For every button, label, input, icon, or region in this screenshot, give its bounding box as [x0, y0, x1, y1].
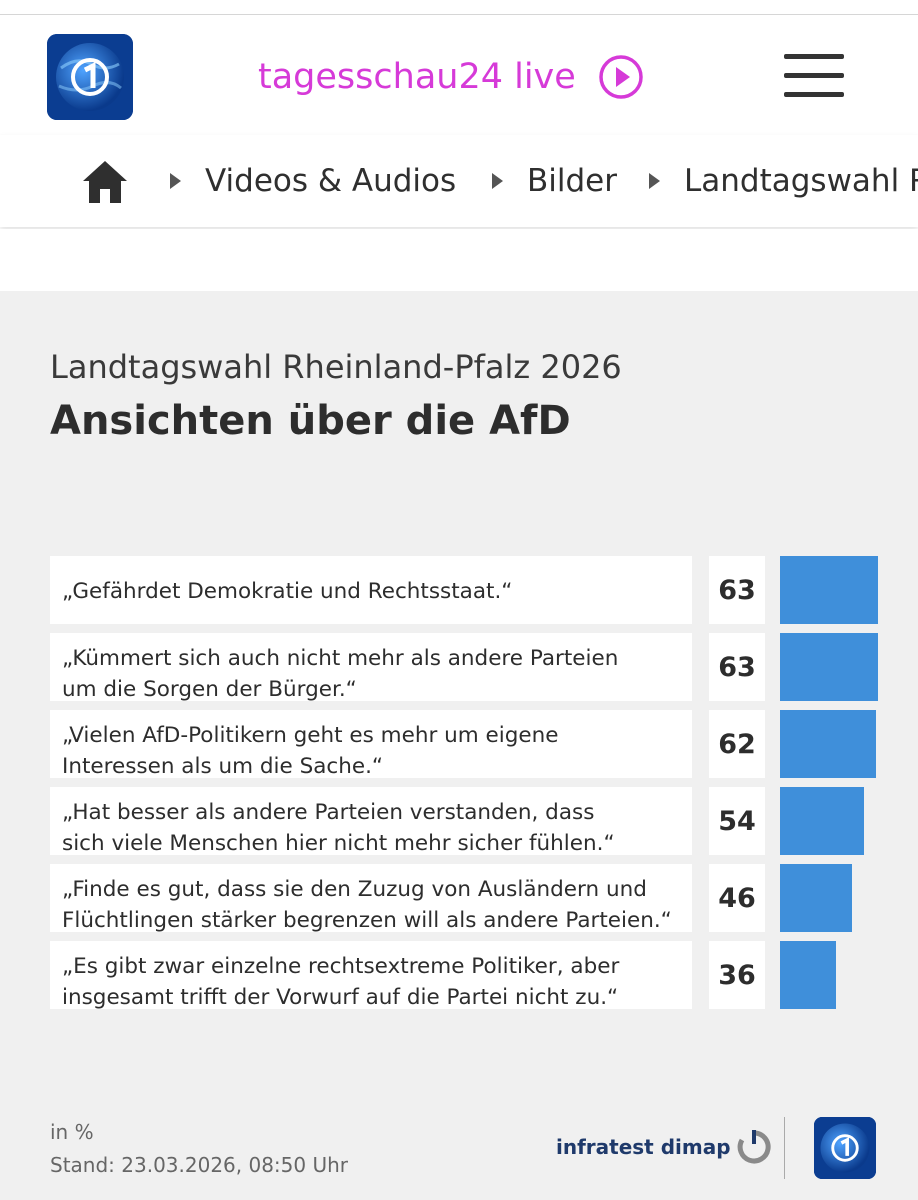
- top-divider: [0, 14, 918, 15]
- breadcrumb-videos-audios[interactable]: Videos & Audios: [205, 163, 457, 199]
- unit-label: in %: [50, 1120, 94, 1144]
- source-label: infratest dimap: [556, 1135, 731, 1159]
- breadcrumb: Videos & Audios Bilder Landtagswahl R: [0, 135, 918, 227]
- chevron-right-icon: [649, 173, 660, 189]
- play-circle-icon: [599, 55, 643, 99]
- live-label: tagesschau24 live: [258, 57, 576, 97]
- row-label: „Es gibt zwar einzelne rechtsextreme Pol…: [50, 941, 692, 1010]
- chart-subtitle: Landtagswahl Rheinland-Pfalz 2026: [50, 348, 622, 386]
- chevron-right-icon: [492, 173, 503, 189]
- row-value: 54: [709, 787, 765, 855]
- row-value: 63: [709, 633, 765, 701]
- tagesschau-logo[interactable]: [47, 34, 133, 120]
- row-value: 46: [709, 864, 765, 932]
- bar: [780, 633, 878, 701]
- breadcrumb-bilder[interactable]: Bilder: [527, 163, 617, 199]
- stand-date: Stand: 23.03.2026, 08:50 Uhr: [50, 1153, 349, 1177]
- row-label: „Finde es gut, dass sie den Zuzug von Au…: [50, 864, 692, 933]
- bar: [780, 787, 864, 855]
- tagesschau-logo-small: [814, 1117, 876, 1179]
- row-value: 62: [709, 710, 765, 778]
- bar: [780, 556, 878, 624]
- row-label: „Vielen AfD-Politikern geht es mehr um e…: [50, 710, 692, 779]
- row-value: 36: [709, 941, 765, 1009]
- tagesschau-globe-icon: [814, 1117, 876, 1179]
- bar: [780, 864, 852, 932]
- chart-title: Ansichten über die AfD: [50, 398, 571, 444]
- footer-divider: [784, 1117, 785, 1179]
- site-header: [0, 15, 918, 135]
- row-label: „Hat besser als andere Parteien verstand…: [50, 787, 692, 856]
- bar: [780, 710, 876, 778]
- live-link[interactable]: tagesschau24 live: [258, 52, 644, 102]
- row-label: „Kümmert sich auch nicht mehr als andere…: [50, 633, 692, 702]
- row-value: 63: [709, 556, 765, 624]
- hamburger-menu-icon[interactable]: [784, 54, 844, 98]
- bar: [780, 941, 836, 1009]
- infratest-circle-icon: [737, 1130, 771, 1164]
- tagesschau-globe-icon: [47, 34, 133, 120]
- infratest-dimap-logo: infratest dimap: [556, 1130, 771, 1164]
- content-spacer: [0, 229, 918, 291]
- chevron-right-icon: [170, 173, 181, 189]
- row-label: „Gefährdet Demokratie und Rechtsstaat.“: [50, 556, 692, 624]
- breadcrumb-landtagswahl[interactable]: Landtagswahl R: [684, 163, 918, 199]
- home-icon[interactable]: [80, 157, 130, 207]
